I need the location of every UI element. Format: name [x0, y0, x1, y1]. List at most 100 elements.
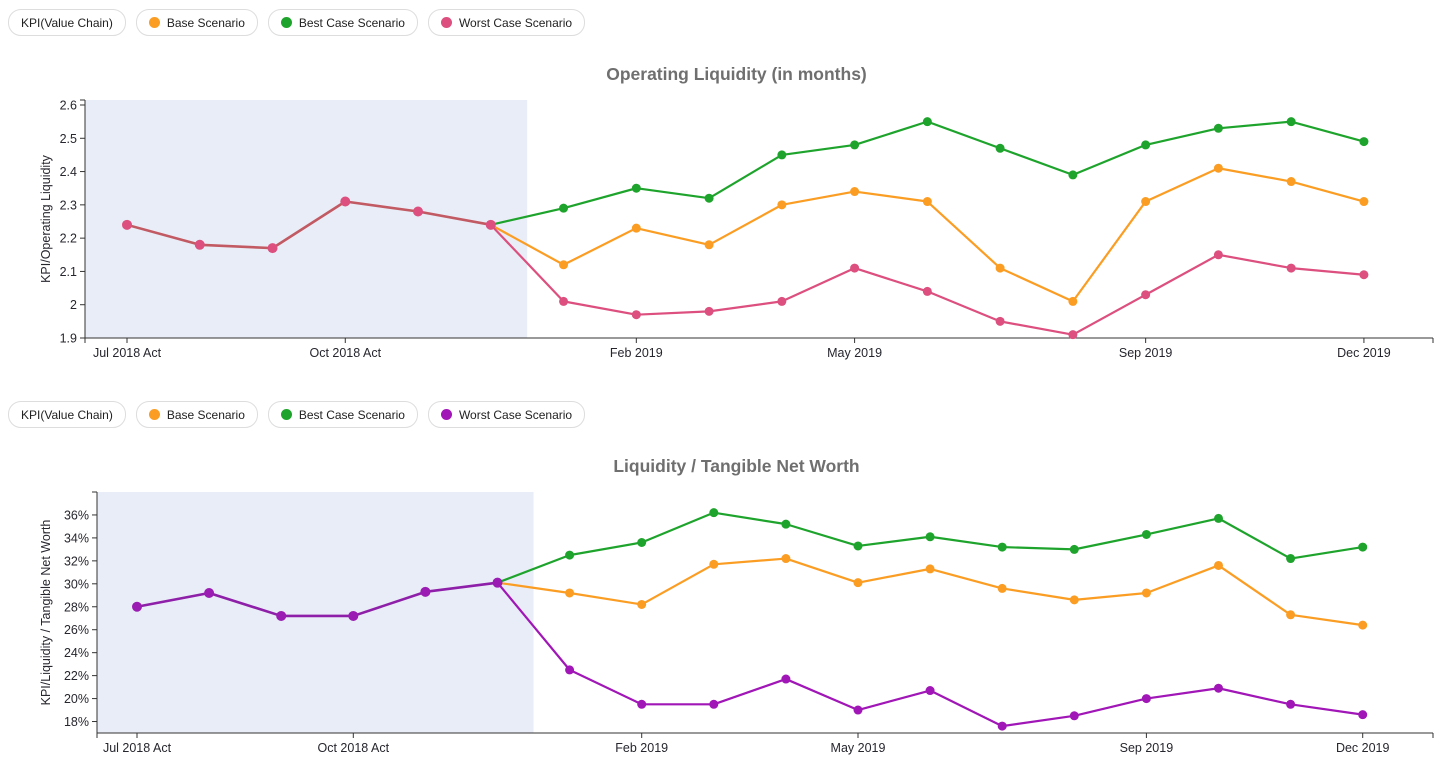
legend-item-best-case-scenario[interactable]: Best Case Scenario	[267, 9, 418, 36]
x-tick-label: Dec 2019	[1336, 741, 1390, 755]
y-tick-label: 2	[70, 298, 77, 312]
worst-case-scenario-marker	[1358, 710, 1368, 720]
y-tick-label: 34%	[64, 531, 89, 545]
base-scenario-dot-icon	[148, 17, 160, 28]
worst-case-scenario-marker	[777, 296, 787, 306]
y-tick-label: 26%	[64, 623, 89, 637]
worst-case-dot-icon	[440, 17, 452, 28]
worst-case-scenario-marker	[1214, 683, 1223, 693]
best-case-scenario-marker	[1359, 137, 1369, 147]
best-case-scenario-marker	[925, 532, 935, 542]
legend-item-worst-case-scenario[interactable]: Worst Case Scenario	[427, 401, 586, 428]
x-tick-label: Jul 2018 Act	[93, 346, 162, 360]
best-case-scenario-marker	[565, 550, 575, 560]
chart-title-liquidity-tangible-net-worth: Liquidity / Tangible Net Worth	[613, 456, 860, 476]
legend-item-base-scenario[interactable]: Base Scenario	[135, 401, 258, 428]
y-tick-label: 28%	[64, 600, 89, 614]
legend-item-base-scenario[interactable]: Base Scenario	[135, 9, 258, 36]
worst-case-scenario-marker	[995, 316, 1005, 326]
x-tick-label: Sep 2019	[1120, 741, 1174, 755]
base-scenario-marker	[1141, 197, 1151, 207]
worst-case-scenario-marker	[1141, 290, 1151, 300]
base-scenario-marker	[709, 559, 719, 569]
series-actual	[122, 196, 496, 254]
best-case-scenario-marker	[637, 537, 647, 547]
y-tick-label: 36%	[64, 508, 89, 522]
operating-liquidity-chart: 1.9 2 2.1 2.2 2.3 2.4 2.5 2.6 Jul 2018 Act Oct 20…	[39, 98, 1434, 360]
base-scenario-marker	[777, 200, 787, 210]
worst-case-scenario-marker	[1213, 250, 1223, 260]
actual-marker	[413, 206, 424, 217]
base-scenario-line	[490, 167, 1365, 303]
base-scenario-marker	[1286, 610, 1296, 620]
series-base-scenario	[486, 163, 1369, 306]
best-case-scenario-marker	[1214, 513, 1223, 523]
base-scenario-marker	[1069, 595, 1079, 605]
x-tick-label: Oct 2018 Act	[309, 346, 381, 360]
base-scenario-marker	[565, 588, 575, 598]
y-tick-label: 2.3	[60, 198, 77, 212]
y-tick-label: 2.1	[60, 265, 77, 279]
worst-case-scenario-marker	[850, 263, 860, 273]
series-actual	[132, 577, 503, 621]
actual-marker	[420, 586, 431, 597]
actual-marker	[194, 239, 205, 250]
best-case-scenario-marker	[777, 150, 787, 160]
x-tick-label: Sep 2019	[1119, 346, 1173, 360]
actuals-shaded-region	[97, 492, 534, 733]
worst-case-scenario-marker	[922, 286, 932, 296]
legend-item-worst-case-scenario[interactable]: Worst Case Scenario	[427, 9, 586, 36]
best-case-scenario-marker	[922, 117, 932, 127]
worst-case-scenario-marker	[631, 310, 641, 320]
legend-kpi-label: KPI(Value Chain)	[21, 407, 113, 422]
liquidity-tangible-net-worth-chart: 18% 20% 22% 24% 26% 28% 30% 32% 34% 36% Jul 2018 A…	[39, 491, 1434, 755]
best-case-scenario-marker	[850, 140, 860, 150]
x-tick-label: May 2019	[831, 741, 886, 755]
worst-case-scenario-marker	[1068, 330, 1078, 340]
y-tick-label: 1.9	[60, 332, 77, 346]
legend-item-label: Base Scenario	[166, 407, 245, 422]
y-tick-label: 2.2	[60, 232, 77, 246]
base-scenario-marker	[559, 260, 569, 270]
series-worst-case-scenario	[493, 578, 1368, 731]
best-case-scenario-marker	[1068, 170, 1078, 180]
base-scenario-marker	[1214, 560, 1223, 570]
base-scenario-marker	[1141, 588, 1151, 598]
legend-kpi-chip[interactable]: KPI(Value Chain)	[8, 9, 126, 36]
worst-case-scenario-marker	[781, 674, 791, 684]
worst-case-scenario-marker	[1286, 263, 1296, 273]
worst-case-scenario-marker	[1141, 694, 1151, 704]
worst-case-scenario-marker	[1359, 270, 1369, 280]
x-tick-label: Feb 2019	[610, 346, 663, 360]
worst-case-scenario-marker	[704, 306, 714, 316]
worst-case-scenario-marker	[925, 686, 935, 696]
legend-kpi-chip[interactable]: KPI(Value Chain)	[8, 401, 126, 428]
best-case-scenario-marker	[631, 183, 641, 193]
worst-case-scenario-line	[496, 581, 1363, 728]
base-scenario-marker	[1068, 296, 1078, 306]
series-best-case-scenario	[486, 117, 1369, 230]
actual-marker	[276, 610, 287, 621]
base-scenario-marker	[922, 197, 932, 207]
worst-case-scenario-marker	[1069, 711, 1079, 721]
y-tick-label: 2.4	[60, 165, 77, 179]
x-tick-label: Dec 2019	[1337, 346, 1391, 360]
legend-top-chart: KPI(Value Chain) Base Scenario Best Case…	[8, 9, 586, 36]
worst-case-scenario-marker	[565, 665, 575, 675]
base-scenario-marker	[637, 599, 647, 609]
legend-item-best-case-scenario[interactable]: Best Case Scenario	[267, 401, 418, 428]
best-case-dot-icon	[280, 409, 292, 420]
actual-marker	[132, 601, 142, 612]
legend-item-label: Worst Case Scenario	[458, 15, 573, 30]
base-scenario-dot-icon	[148, 409, 160, 420]
actual-line	[136, 581, 498, 618]
legend-item-label: Best Case Scenario	[298, 15, 405, 30]
base-scenario-marker	[704, 240, 714, 250]
base-scenario-marker	[631, 223, 641, 233]
axes: 18% 20% 22% 24% 26% 28% 30% 32% 34% 36% Jul 2018 A…	[64, 491, 1434, 755]
actual-line	[126, 200, 492, 250]
y-tick-label: 32%	[64, 554, 89, 568]
actual-marker	[204, 587, 215, 598]
base-scenario-marker	[850, 187, 860, 197]
